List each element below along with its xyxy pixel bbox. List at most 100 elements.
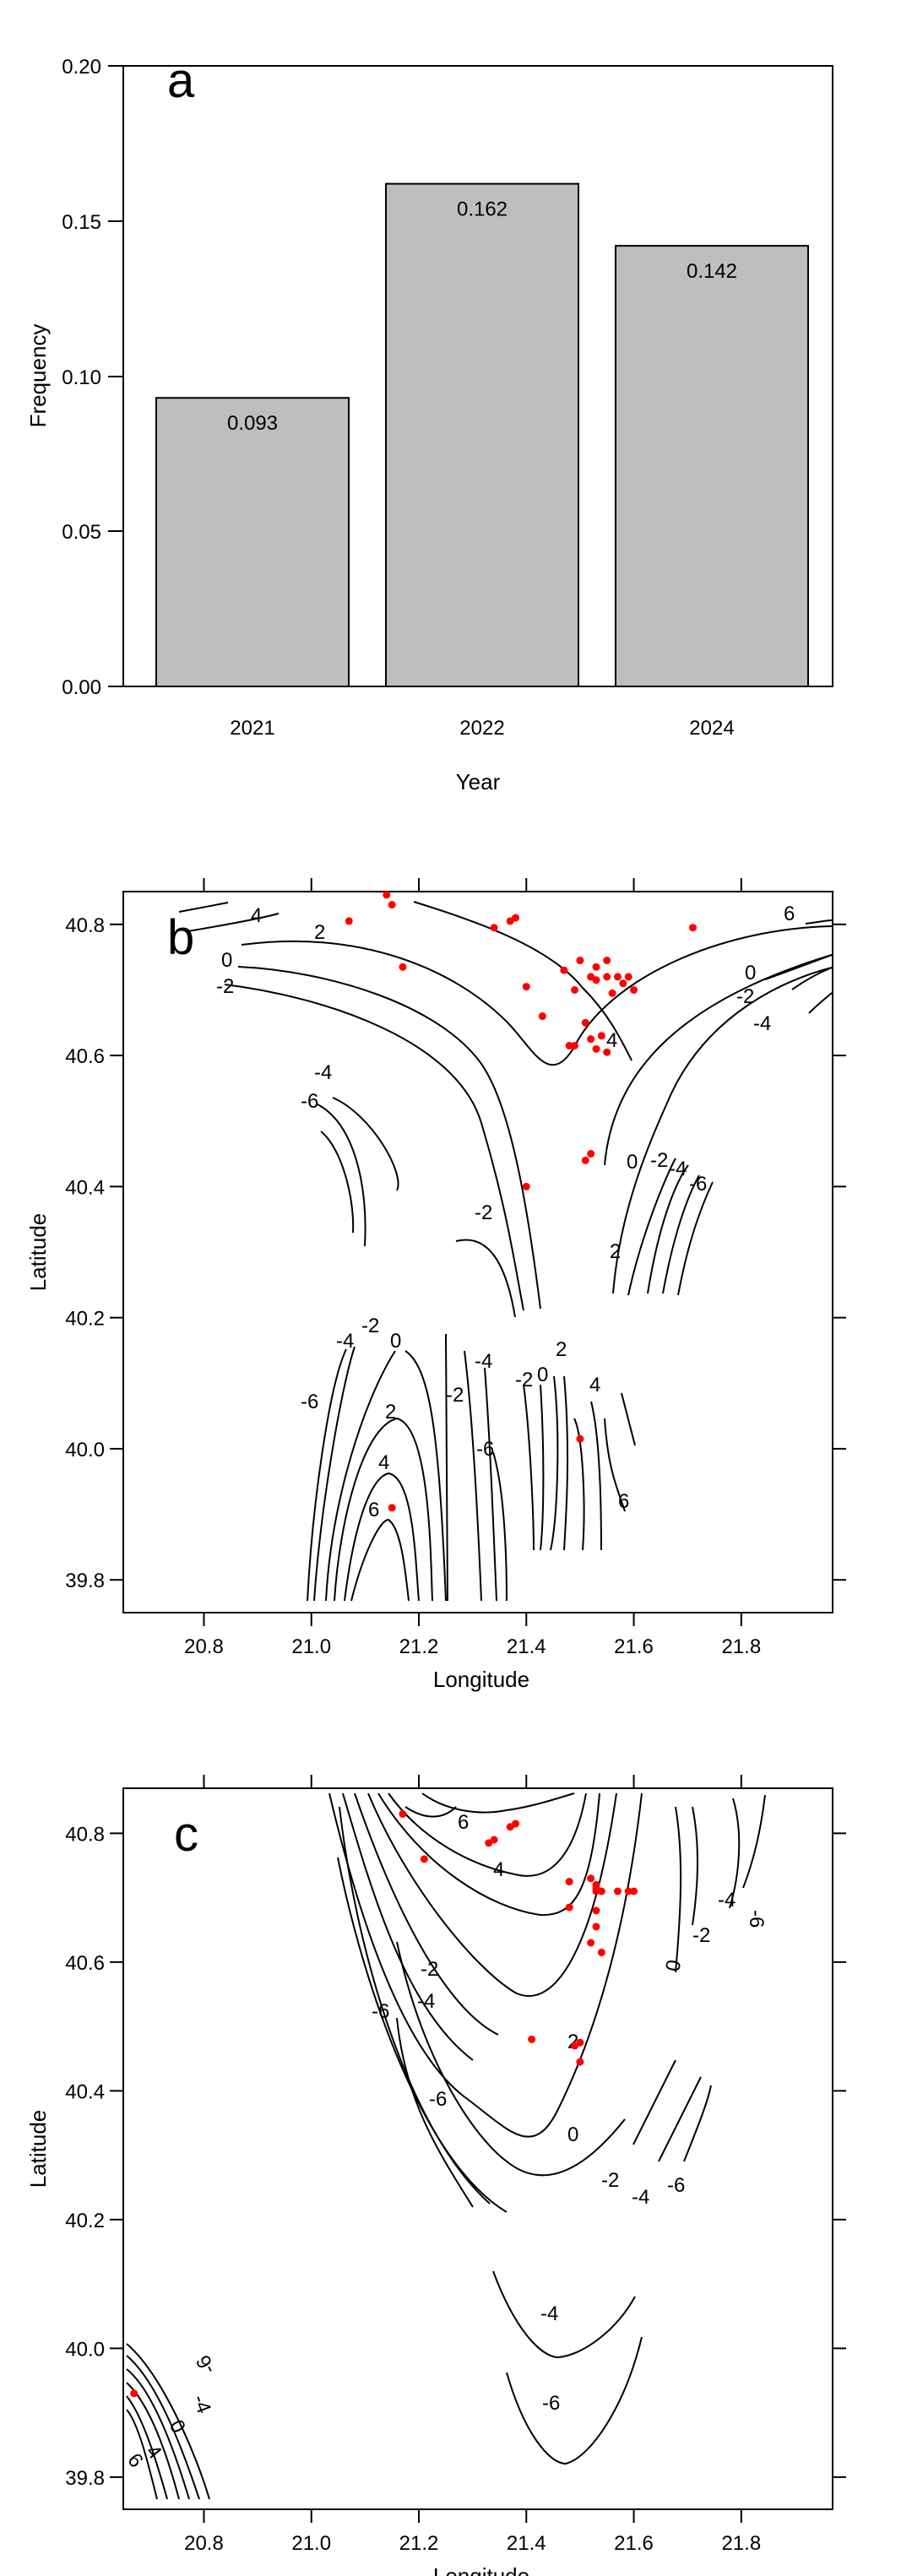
contour-line — [604, 1418, 626, 1512]
contour-label: -2 — [692, 1924, 710, 1947]
contour-line — [523, 1384, 535, 1551]
contour-label: 2 — [610, 1240, 621, 1263]
contour-line — [590, 1401, 602, 1551]
y-tick-label: 0.15 — [62, 211, 101, 234]
contour-lines-b — [178, 901, 833, 1602]
contour-lines-c — [126, 1792, 766, 2500]
contour-line — [334, 1417, 433, 1602]
contour-line — [506, 2336, 643, 2465]
contour-label: -6 — [745, 1910, 768, 1928]
bar-value-label: 0.093 — [227, 412, 278, 435]
contour-label: 2 — [314, 921, 325, 944]
contour-line — [126, 2395, 168, 2500]
axes-b: 20.8 21.0 21.2 21.4 21.6 21.8 39.8 40.0 40.2 40.4… — [65, 878, 846, 1658]
sample-point — [528, 2035, 536, 2043]
contour-line — [178, 902, 229, 913]
sample-point — [613, 1887, 622, 1895]
y-tick-label: 40.2 — [65, 1308, 105, 1331]
contour-line — [632, 2059, 676, 2145]
plot-frame-b — [122, 891, 833, 1613]
y-tick-label: 40.6 — [65, 1045, 105, 1068]
contour-line — [187, 913, 280, 932]
contour-label: -4 — [632, 2186, 649, 2209]
bar — [615, 245, 809, 687]
x-tick-label: 21.8 — [721, 1635, 761, 1658]
contour-line — [805, 919, 833, 925]
contour-line — [729, 1798, 741, 1909]
bar — [155, 397, 350, 687]
contour-label: -4 — [718, 1889, 736, 1912]
sample-point — [388, 901, 396, 909]
contour-line — [563, 1375, 569, 1551]
contour-line — [313, 1346, 356, 1602]
sample-point — [490, 1836, 498, 1844]
contour-label: -4 — [336, 1330, 354, 1353]
contour-line — [413, 901, 632, 1061]
x-tick-label: 2022 — [459, 717, 504, 740]
x-tick-label: 2024 — [689, 717, 734, 740]
sample-point — [592, 1923, 600, 1931]
contour-line — [421, 1792, 575, 1814]
y-tick-label: 40.2 — [65, 2210, 105, 2232]
contour-label: -4 — [314, 1061, 332, 1084]
contour-label: -4 — [417, 1990, 435, 2013]
contour-line — [677, 1181, 714, 1296]
contour-labels-c: 6 4 -2 -4 -6 2 -6 0 -2 -4 -6 0 -2 -4 -6 … — [122, 1811, 768, 2472]
y-tick-label: 0.20 — [62, 56, 101, 79]
contour-line — [342, 1792, 474, 2061]
sample-point — [581, 1018, 589, 1027]
contour-line — [126, 2355, 200, 2500]
x-tick-label: 21.6 — [614, 1635, 654, 1658]
contour-label: -2 — [736, 985, 754, 1008]
sample-point — [512, 1819, 520, 1828]
x-tick-label: 21.2 — [399, 1635, 439, 1658]
bars-a: 0.093 0.162 0.142 — [155, 182, 809, 687]
contour-line — [484, 1367, 497, 1602]
contour-line — [404, 1350, 447, 1602]
contour-label: 4 — [378, 1451, 389, 1474]
x-tick-label: 21.4 — [507, 1635, 546, 1658]
contour-line — [658, 2076, 702, 2162]
contour-line — [455, 1239, 516, 1318]
contour-line — [675, 1806, 682, 1973]
panel-b: b 20.8 21.0 21.2 21.4 21.6 21.839.840.040.240… — [25, 878, 846, 1692]
contour-line — [337, 1857, 508, 2213]
contour-line — [404, 1806, 457, 1818]
sample-point — [538, 1012, 546, 1021]
contour-line — [621, 1392, 636, 1446]
contour-line — [320, 1131, 355, 1234]
contour-label: -6 — [429, 2088, 447, 2111]
y-tick-label: 0.00 — [62, 676, 101, 699]
sample-point — [581, 1156, 589, 1164]
bar-value-label: 0.142 — [687, 260, 737, 283]
contour-label: 0 — [537, 1364, 548, 1386]
sample-point — [603, 957, 611, 965]
points-c — [130, 1810, 638, 2398]
sample-point — [576, 2038, 584, 2047]
contour-line — [332, 1097, 399, 1191]
contour-label: 0 — [221, 949, 232, 972]
y-axis-a: 0.00 0.05 0.10 0.15 0.20 — [62, 56, 124, 699]
contour-line — [647, 1164, 689, 1294]
contour-line — [317, 1104, 366, 1247]
contour-label: 4 — [606, 1029, 617, 1052]
contour-label: 0 — [627, 1151, 638, 1174]
sample-point — [571, 985, 579, 994]
sample-point — [587, 1939, 595, 1947]
plot-frame-c — [122, 1787, 833, 2510]
contour-label: 4 — [141, 2441, 166, 2465]
sample-point — [587, 1035, 595, 1044]
y-tick-label: 40.4 — [65, 2080, 105, 2103]
contour-label: -2 — [421, 1958, 438, 1981]
contour-label: -2 — [216, 975, 234, 998]
panel-label-a: a — [167, 53, 195, 108]
sample-point — [624, 973, 632, 981]
contour-line — [224, 984, 524, 1311]
sample-point — [522, 983, 530, 991]
contour-line — [241, 925, 833, 1066]
contour-label: 4 — [493, 1858, 504, 1881]
contour-line — [808, 992, 833, 1014]
panel-label-c: c — [174, 1807, 198, 1862]
contour-labels-b: 4 2 0 -2 6 0 -2 -4 -4 -6 4 -2 0 -2 -4 -6… — [216, 903, 795, 1521]
contour-line — [742, 1794, 766, 1889]
